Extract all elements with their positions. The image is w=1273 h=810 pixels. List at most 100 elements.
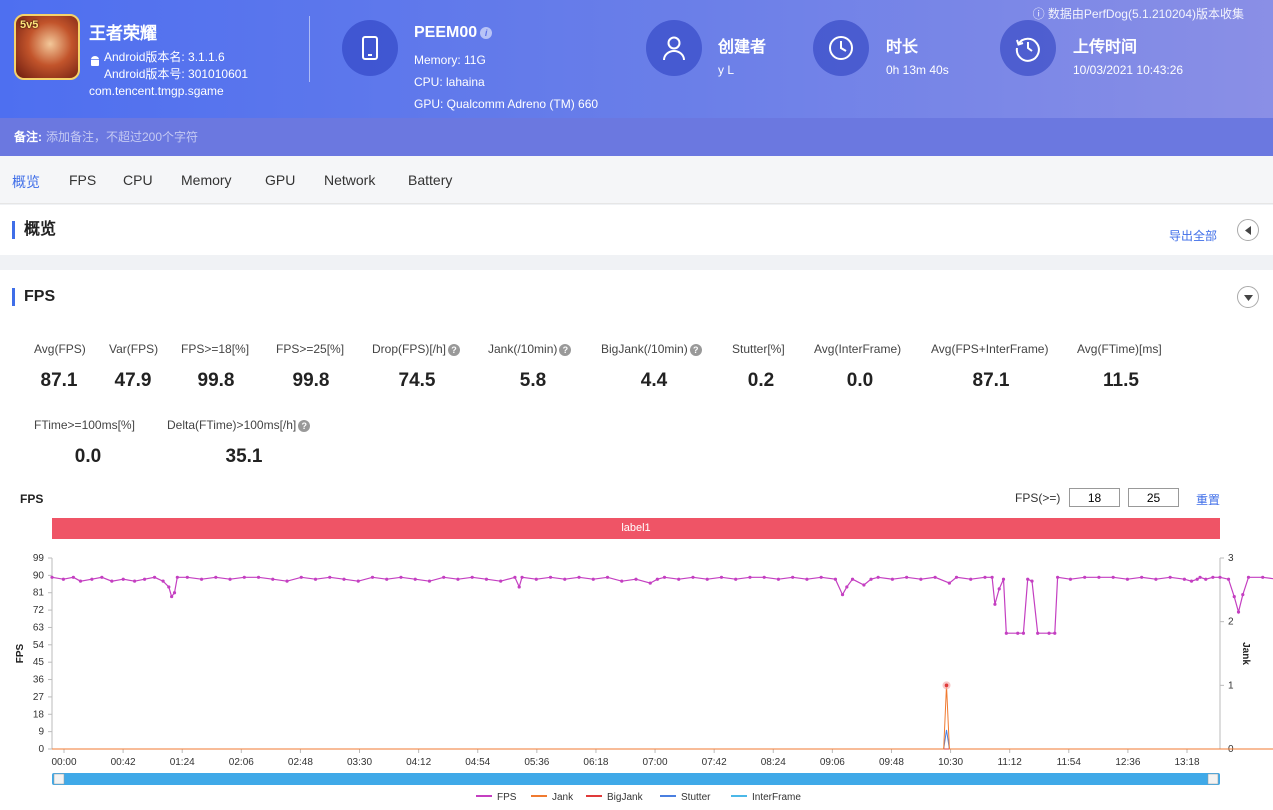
fps-point bbox=[869, 577, 873, 581]
fps-point bbox=[1016, 631, 1020, 635]
legend-label: InterFrame bbox=[752, 792, 801, 803]
export-all-link[interactable]: 导出全部 bbox=[1168, 229, 1217, 243]
fps-point bbox=[634, 577, 638, 581]
user-icon bbox=[663, 36, 685, 61]
caret-left-icon bbox=[1245, 226, 1251, 235]
overview-section: 概览 导出全部 bbox=[0, 205, 1273, 255]
fps-point bbox=[1154, 577, 1158, 581]
fps-point bbox=[299, 575, 303, 579]
legend-item-bigjank[interactable]: BigJank bbox=[586, 792, 643, 803]
fps-point bbox=[1246, 575, 1251, 579]
remark-bar[interactable]: 备注: 添加备注，不超过200个字符 bbox=[0, 118, 1273, 156]
fps-point bbox=[175, 575, 179, 579]
threshold-input-2[interactable] bbox=[1128, 488, 1179, 507]
x-tick-label: 10:30 bbox=[938, 757, 963, 768]
fps-point bbox=[1111, 575, 1115, 579]
tab-overview[interactable]: 概览 bbox=[12, 174, 40, 190]
remark-input[interactable]: 添加备注，不超过200个字符 bbox=[46, 130, 199, 144]
fps-point bbox=[214, 575, 218, 579]
stat-value-stutter: 0.2 bbox=[747, 370, 775, 391]
help-icon[interactable]: ? bbox=[559, 344, 572, 356]
info-icon[interactable]: i bbox=[480, 27, 493, 39]
label-bar[interactable]: label1 bbox=[52, 518, 1220, 539]
fps-point bbox=[1211, 575, 1215, 579]
stat-value-interframe: 0.0 bbox=[846, 370, 874, 391]
legend-swatch bbox=[476, 795, 492, 797]
creator-value: y L bbox=[718, 63, 735, 77]
y2-tick-label: 1 bbox=[1228, 680, 1234, 691]
help-icon[interactable]: ? bbox=[448, 344, 461, 356]
help-icon[interactable]: ? bbox=[689, 344, 702, 356]
fps-point bbox=[845, 585, 849, 589]
legend-item-stutter[interactable]: Stutter bbox=[660, 792, 710, 803]
tab-battery[interactable]: Battery bbox=[408, 172, 453, 188]
fps-point bbox=[285, 579, 289, 583]
fps-point bbox=[691, 575, 695, 579]
tab-gpu[interactable]: GPU bbox=[265, 172, 296, 188]
fps-point bbox=[605, 575, 610, 579]
stat-value-bigjank: 4.4 bbox=[640, 370, 668, 391]
fps-point bbox=[933, 575, 937, 579]
fps-point bbox=[427, 579, 432, 583]
tab-fps[interactable]: FPS bbox=[69, 172, 97, 188]
y-tick-label: 45 bbox=[33, 657, 45, 668]
fps-point bbox=[705, 577, 709, 581]
stat-label-ftime: Avg(FTime)[ms] bbox=[1077, 342, 1162, 356]
x-tick-label: 09:48 bbox=[879, 757, 904, 768]
legend-item-interframe[interactable]: InterFrame bbox=[731, 792, 801, 803]
jank-point bbox=[944, 683, 949, 688]
fps-point bbox=[719, 575, 724, 579]
fps-point bbox=[1198, 575, 1202, 579]
y-tick-label: 54 bbox=[33, 640, 45, 651]
tab-memory[interactable]: Memory bbox=[181, 172, 232, 188]
fps-point bbox=[919, 577, 923, 581]
data-source-text: 数据由PerfDog(5.1.210204)版本收集 bbox=[1047, 7, 1244, 21]
device-circle bbox=[342, 20, 398, 76]
fps-point bbox=[167, 585, 171, 589]
collapse-left-button[interactable] bbox=[1237, 219, 1259, 241]
fps-point bbox=[517, 585, 521, 589]
creator-title: 创建者 bbox=[718, 39, 767, 56]
fps-point bbox=[110, 579, 114, 583]
fps-point bbox=[534, 577, 538, 581]
fps-point bbox=[890, 577, 894, 581]
chart-title: FPS bbox=[20, 492, 44, 506]
collapse-down-button[interactable] bbox=[1237, 286, 1259, 308]
fps-point bbox=[228, 577, 232, 581]
legend-label: FPS bbox=[497, 792, 517, 803]
fps-point bbox=[242, 575, 246, 579]
x-tick-label: 07:42 bbox=[702, 757, 727, 768]
data-source-note: ⓘ 数据由PerfDog(5.1.210204)版本收集 bbox=[1033, 5, 1244, 22]
legend-item-fps[interactable]: FPS bbox=[476, 792, 516, 803]
tab-network[interactable]: Network bbox=[324, 172, 376, 188]
help-icon[interactable]: ? bbox=[298, 420, 311, 432]
threshold-input-1[interactable] bbox=[1069, 488, 1120, 507]
scroll-handle-left[interactable] bbox=[53, 773, 65, 785]
fps-point bbox=[762, 575, 766, 579]
fps-point bbox=[805, 577, 809, 581]
reset-link[interactable]: 重置 bbox=[1196, 493, 1221, 507]
fps-point bbox=[142, 577, 147, 581]
x-tick-label: 11:54 bbox=[1057, 757, 1082, 768]
stat-label-bigjank: BigJank(/10min)? bbox=[601, 342, 702, 356]
stat-label-delta-ftime-text: Delta(FTime)>100ms[/h] bbox=[167, 418, 297, 432]
fps-point bbox=[1036, 631, 1040, 635]
series-line-stutter bbox=[52, 729, 1273, 750]
fps-point bbox=[499, 579, 503, 583]
fps-point bbox=[969, 577, 973, 581]
scroll-handle-right[interactable] bbox=[1207, 773, 1219, 785]
app-badge: 5v5 bbox=[20, 19, 39, 31]
legend-item-jank[interactable]: Jank bbox=[531, 792, 573, 803]
legend-swatch bbox=[731, 795, 747, 797]
fps-point bbox=[862, 583, 866, 587]
x-tick-label: 00:00 bbox=[51, 757, 76, 768]
x-tick-label: 07:00 bbox=[643, 757, 668, 768]
fps-point bbox=[1226, 577, 1231, 581]
tab-cpu[interactable]: CPU bbox=[123, 172, 153, 188]
fps-point bbox=[677, 577, 681, 581]
fps-point bbox=[313, 577, 318, 581]
fps-point bbox=[1204, 577, 1208, 581]
fps-point bbox=[1236, 610, 1241, 614]
device-cpu: CPU: lahaina bbox=[414, 75, 485, 89]
y-tick-label: 9 bbox=[38, 727, 44, 738]
